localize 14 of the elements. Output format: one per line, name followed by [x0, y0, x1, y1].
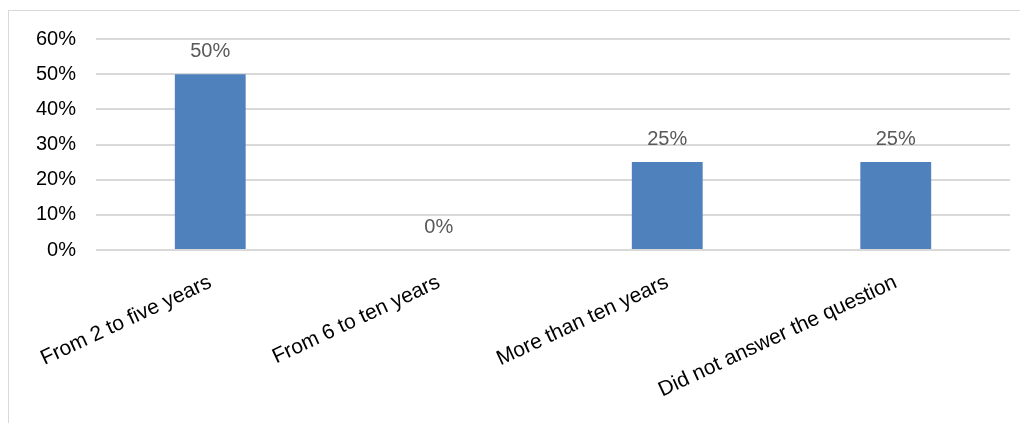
data-label: 25% — [647, 126, 688, 149]
y-tick-label: 40% — [35, 96, 77, 119]
data-label: 50% — [190, 38, 231, 61]
y-tick-label: 10% — [35, 202, 77, 225]
y-tick-label: 50% — [35, 61, 77, 84]
x-tick-label: From 2 to five years — [36, 269, 215, 369]
y-tick-label: 20% — [35, 167, 77, 190]
data-label: 0% — [424, 214, 454, 237]
x-tick-label: From 6 to ten years — [268, 269, 443, 368]
y-tick-label: 60% — [35, 26, 77, 49]
y-tick-label: 30% — [35, 132, 77, 155]
x-tick-label: More than ten years — [492, 269, 672, 370]
data-label: 25% — [875, 126, 916, 149]
y-tick-label: 0% — [47, 237, 77, 260]
